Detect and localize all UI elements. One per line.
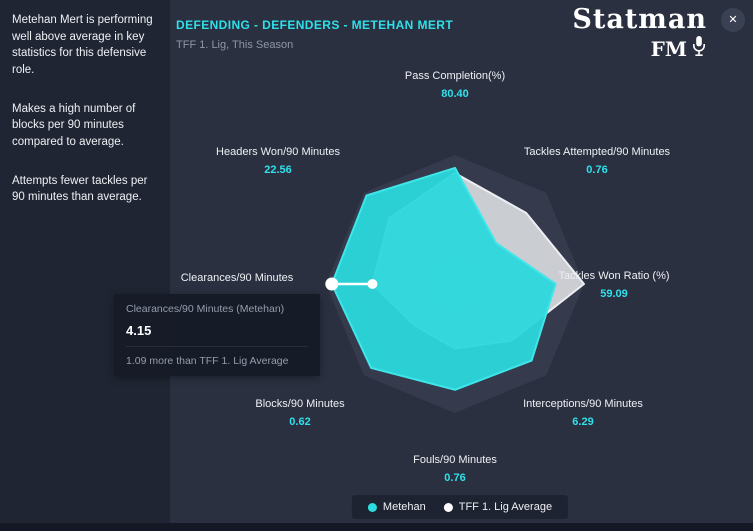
close-icon: ✕: [728, 14, 738, 26]
bottom-bar: [0, 523, 753, 531]
page-subtitle: TFF 1. Lig, This Season: [176, 39, 294, 51]
chart-legend: Metehan TFF 1. Lig Average: [351, 495, 569, 519]
legend-item-metehan[interactable]: Metehan: [367, 501, 426, 513]
insight-text-1: Metehan Mert is performing well above av…: [12, 14, 153, 77]
close-button[interactable]: ✕: [721, 8, 745, 32]
clearances-tooltip: Clearances/90 Minutes (Metehan) 4.15 1.0…: [114, 294, 320, 376]
insights-panel: Metehan Mert is performing well above av…: [0, 0, 170, 523]
insight-text-3: Attempts fewer tackles per 90 minutes th…: [12, 174, 148, 204]
average-series-dot-icon: [443, 502, 453, 512]
microphone-icon: [691, 35, 707, 62]
page-title: DEFENDING - DEFENDERS - METEHAN MERT: [176, 18, 454, 32]
logo-text-fm: FM: [650, 36, 687, 61]
tooltip-title: Clearances/90 Minutes (Metehan): [126, 303, 285, 315]
legend-label-metehan: Metehan: [382, 501, 426, 513]
header: DEFENDING - DEFENDERS - METEHAN MERT TFF…: [176, 18, 453, 51]
insight-text-2: Makes a high number of blocks per 90 min…: [12, 102, 136, 149]
metehan-series-dot-icon: [367, 502, 377, 512]
tooltip-value: 4.15: [126, 323, 152, 338]
legend-label-average: TFF 1. Lig Average: [458, 501, 553, 513]
tooltip-comparison: 1.09 more than TFF 1. Lig Average: [126, 346, 308, 367]
logo-text-statman: Statman: [572, 4, 707, 35]
statman-fm-logo: Statman FM: [572, 6, 707, 62]
legend-item-average[interactable]: TFF 1. Lig Average: [443, 501, 553, 513]
